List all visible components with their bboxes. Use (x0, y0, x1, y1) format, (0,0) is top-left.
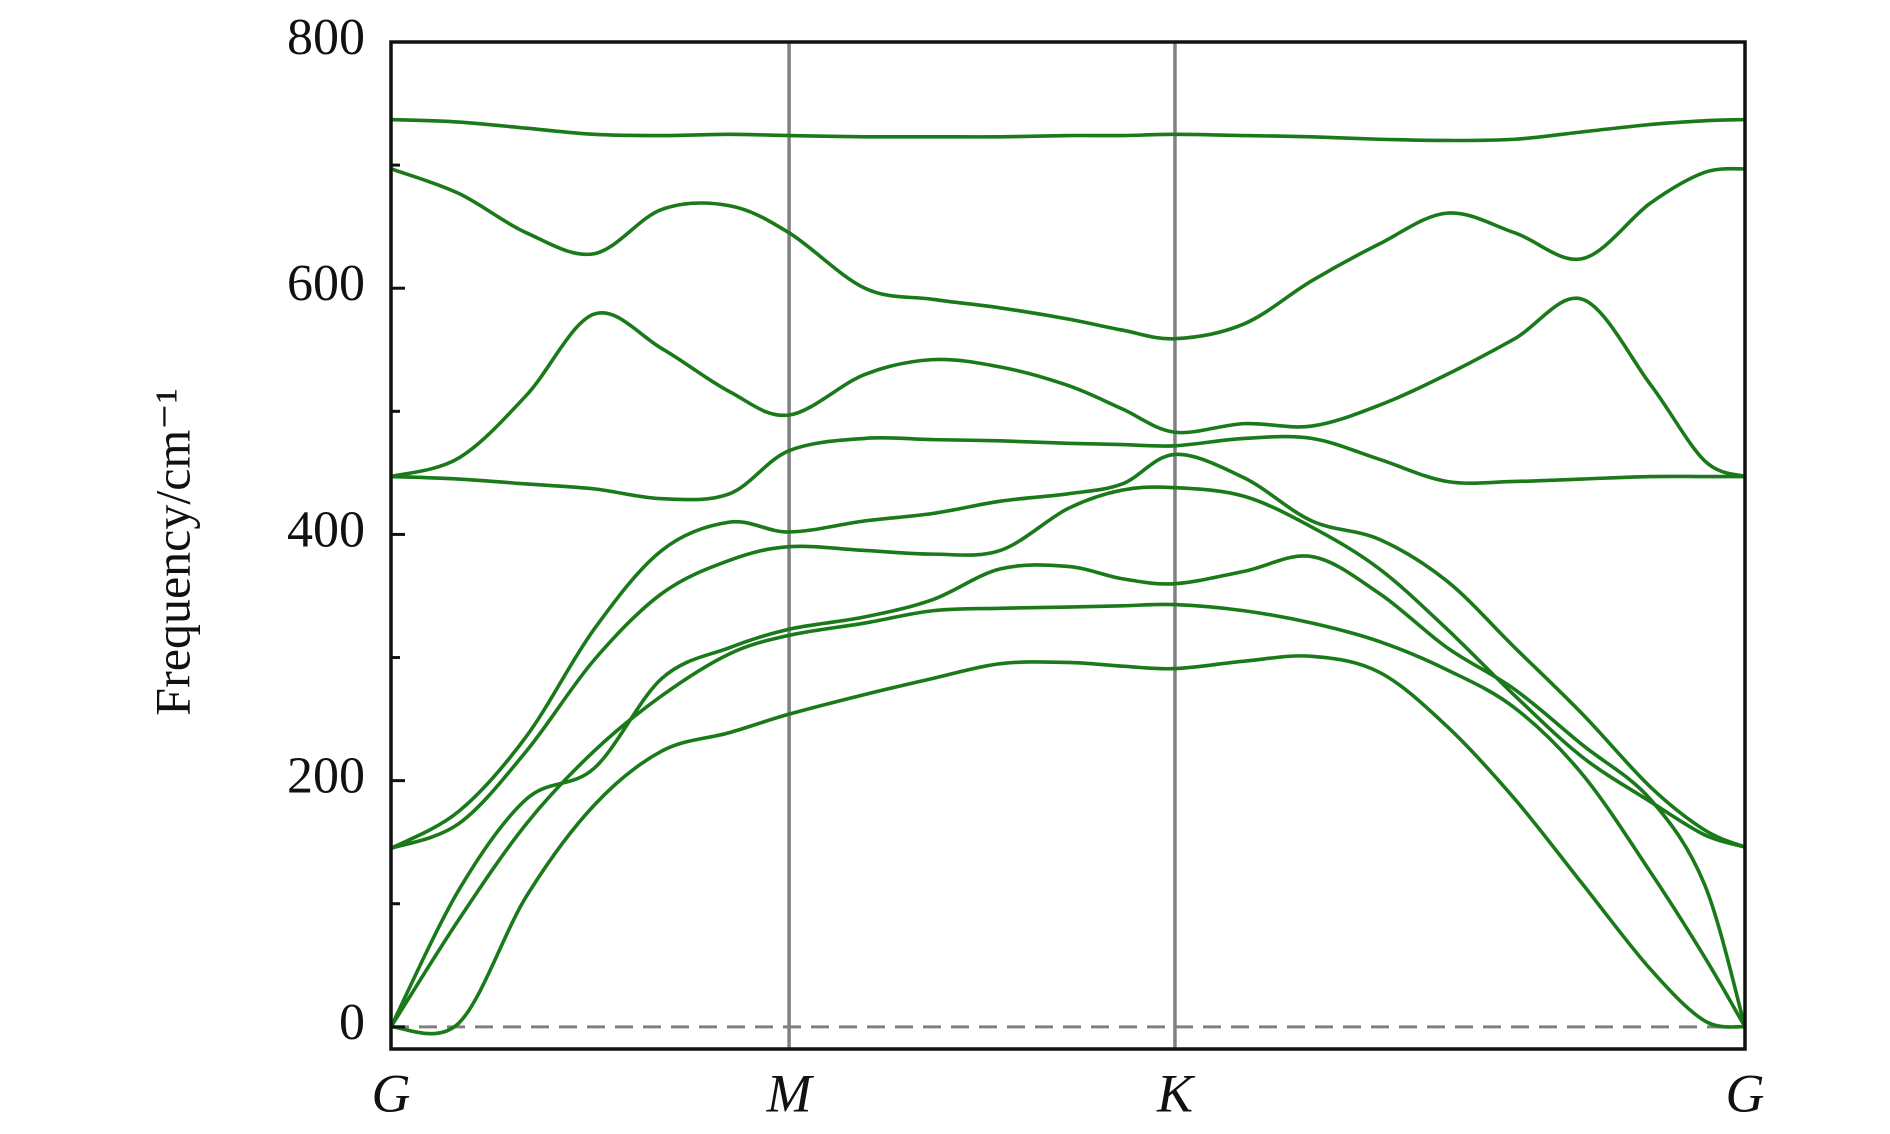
band-line (389, 554, 1747, 1028)
plot-frame (389, 40, 1747, 1051)
band-line (390, 654, 1746, 1036)
y-tick-label: 400 (287, 501, 365, 558)
y-axis-label: Frequency/cm⁻¹ (144, 388, 200, 715)
y-tick-label: 0 (339, 994, 365, 1051)
x-tick-label: K (1156, 1063, 1196, 1123)
y-tick-label: 800 (287, 9, 365, 66)
band-line (389, 602, 1747, 1028)
band-line (390, 434, 1745, 502)
band-line (390, 452, 1746, 850)
band-line (390, 117, 1746, 143)
x-tick-label: G (372, 1063, 411, 1123)
band-line (390, 166, 1746, 341)
x-tick-label: M (766, 1063, 815, 1123)
y-tick-label: 200 (287, 748, 365, 805)
x-tick-label: G (1726, 1063, 1765, 1123)
band-line (390, 296, 1746, 479)
y-tick-label: 600 (287, 255, 365, 312)
band-line (390, 485, 1746, 851)
